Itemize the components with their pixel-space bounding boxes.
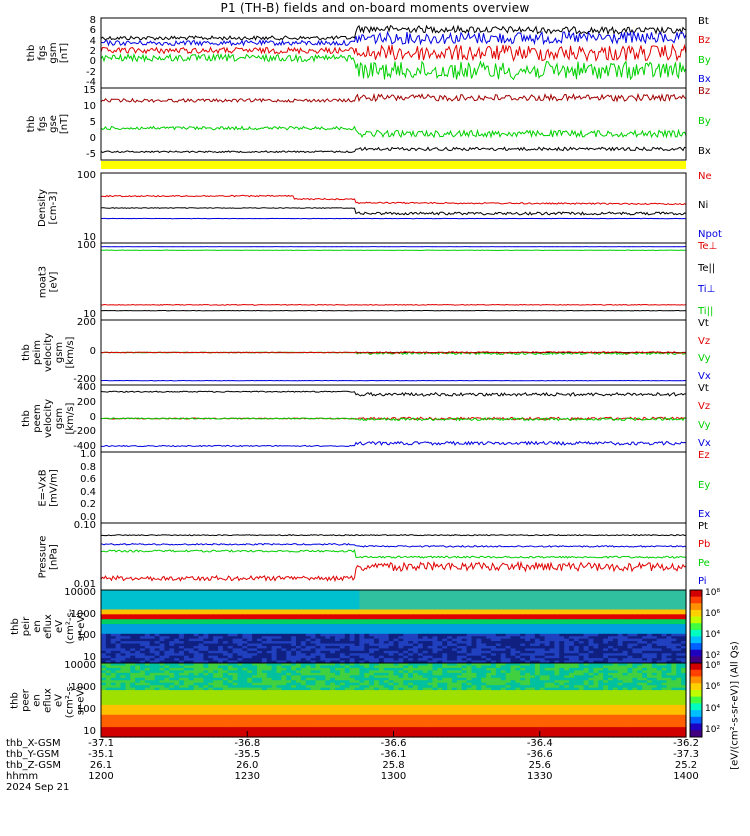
panel-peim bbox=[101, 320, 686, 385]
series-line-Bz bbox=[101, 32, 686, 46]
panel-peir bbox=[101, 590, 687, 664]
panel-fgs-gsm bbox=[101, 18, 686, 88]
series-line-Ti⊥ bbox=[101, 305, 686, 306]
panel-efield bbox=[101, 452, 686, 523]
series-line-Pe bbox=[101, 550, 686, 558]
panel-peer bbox=[101, 663, 687, 738]
panel-peem bbox=[101, 385, 686, 452]
panel-frame bbox=[101, 243, 686, 320]
series-line-Bz bbox=[101, 94, 686, 102]
panel-fgs-gse bbox=[101, 88, 686, 160]
panel-pressure bbox=[101, 523, 686, 590]
series-line-Ni bbox=[101, 208, 686, 215]
series-line-Bt bbox=[101, 26, 686, 40]
series-line-Bx bbox=[101, 55, 686, 80]
series-line-Pi bbox=[101, 562, 686, 580]
series-line-Vx bbox=[101, 442, 686, 447]
panel-density bbox=[101, 173, 686, 243]
series-line-By bbox=[101, 127, 686, 138]
overview-plot bbox=[0, 0, 750, 800]
panel-temp bbox=[101, 243, 686, 320]
series-line-Te|| bbox=[101, 250, 686, 251]
series-line-Ne bbox=[101, 195, 686, 204]
series-line-Vt bbox=[101, 391, 686, 396]
series-line-Pt bbox=[101, 535, 686, 536]
series-line-Pb bbox=[101, 544, 686, 548]
panel-frame bbox=[101, 452, 686, 523]
series-line-Bx bbox=[101, 147, 686, 152]
